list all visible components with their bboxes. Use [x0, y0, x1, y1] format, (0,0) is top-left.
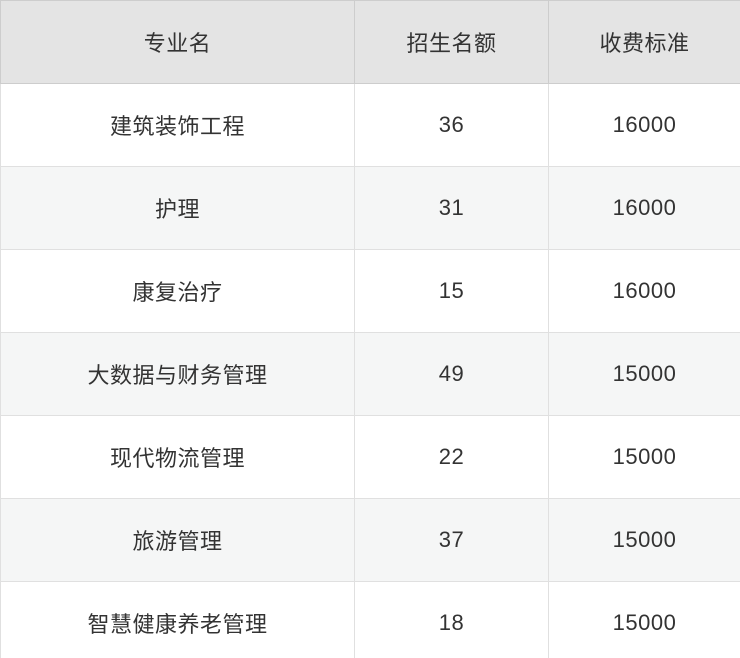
- table-row: 旅游管理 37 15000: [0, 498, 740, 582]
- table-row: 智慧健康养老管理 18 15000: [0, 581, 740, 658]
- cell-fee: 15000: [548, 581, 740, 658]
- cell-major: 现代物流管理: [0, 415, 355, 499]
- cell-quota: 15: [354, 249, 549, 333]
- cell-fee: 15000: [548, 332, 740, 416]
- column-header-quota: 招生名额: [354, 0, 549, 84]
- cell-quota: 36: [354, 83, 549, 167]
- column-header-fee: 收费标准: [548, 0, 740, 84]
- cell-quota: 31: [354, 166, 549, 250]
- table-row: 护理 31 16000: [0, 166, 740, 250]
- table-row: 建筑装饰工程 36 16000: [0, 83, 740, 167]
- cell-major: 康复治疗: [0, 249, 355, 333]
- cell-fee: 15000: [548, 415, 740, 499]
- cell-major: 旅游管理: [0, 498, 355, 582]
- table-row: 康复治疗 15 16000: [0, 249, 740, 333]
- cell-major: 护理: [0, 166, 355, 250]
- cell-fee: 16000: [548, 83, 740, 167]
- cell-fee: 15000: [548, 498, 740, 582]
- cell-quota: 22: [354, 415, 549, 499]
- table-row: 大数据与财务管理 49 15000: [0, 332, 740, 416]
- cell-quota: 37: [354, 498, 549, 582]
- column-header-major: 专业名: [0, 0, 355, 84]
- cell-quota: 18: [354, 581, 549, 658]
- cell-major: 建筑装饰工程: [0, 83, 355, 167]
- cell-quota: 49: [354, 332, 549, 416]
- cell-major: 大数据与财务管理: [0, 332, 355, 416]
- table-row: 现代物流管理 22 15000: [0, 415, 740, 499]
- cell-major: 智慧健康养老管理: [0, 581, 355, 658]
- cell-fee: 16000: [548, 166, 740, 250]
- table-header-row: 专业名 招生名额 收费标准: [0, 0, 740, 84]
- cell-fee: 16000: [548, 249, 740, 333]
